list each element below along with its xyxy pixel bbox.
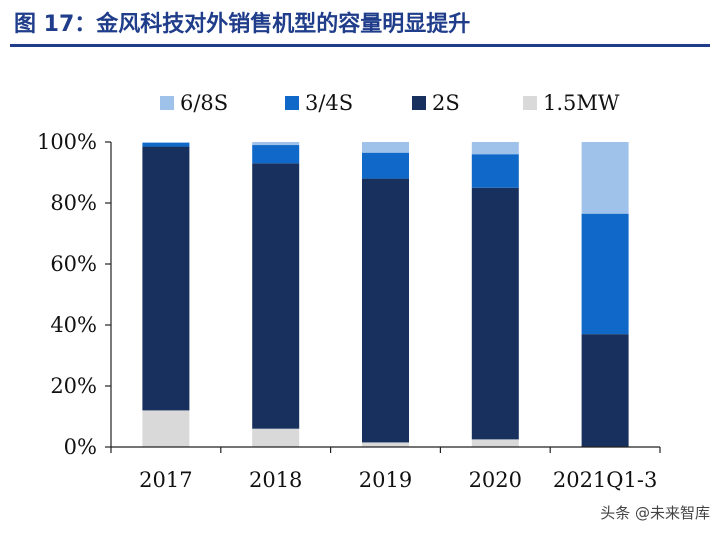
y-tick-label: 80% xyxy=(50,191,97,215)
y-tick-label: 0% xyxy=(64,435,97,459)
bar-2019-1-5mw xyxy=(362,442,409,447)
bar-2020-6-8s xyxy=(471,142,519,155)
bar-2020-1-5mw xyxy=(471,439,519,447)
legend-swatch-3-4s xyxy=(285,96,299,110)
x-tick-label: 2020 xyxy=(469,468,522,492)
figure-title: 图 17：金风科技对外销售机型的容量明显提升 xyxy=(14,12,471,37)
y-axis: 0% 20% 40% 60% 80% 100% xyxy=(37,130,112,459)
x-tick-label: 2021Q1-3 xyxy=(553,468,657,492)
title-rule xyxy=(10,44,710,47)
bar-2018-1-5mw xyxy=(252,428,300,447)
bar-2019-3-4s xyxy=(362,152,409,179)
bar-2021q1-3-6-8s xyxy=(581,142,629,214)
legend-label-1-5mw: 1.5MW xyxy=(543,91,620,115)
y-tick-label: 60% xyxy=(50,252,97,276)
legend-label-3-4s: 3/4S xyxy=(305,91,353,115)
bar-2018-6-8s xyxy=(252,142,300,146)
y-tick-label: 100% xyxy=(37,130,97,154)
bar-2017-6-8s xyxy=(142,142,190,143)
bar-2019-6-8s xyxy=(362,142,409,153)
bar-2020-3-4s xyxy=(471,154,519,188)
bar-2021q1-3-2s xyxy=(581,334,629,447)
bar-2017-2s xyxy=(142,146,190,411)
bar-2017-3-4s xyxy=(142,142,190,147)
bar-2018-2s xyxy=(252,163,300,429)
y-tick-label: 20% xyxy=(50,374,97,398)
x-tick-label: 2019 xyxy=(359,468,412,492)
legend-label-6-8s: 6/8S xyxy=(180,91,228,115)
x-axis: 2017 2018 2019 2020 2021Q1-3 xyxy=(110,446,661,492)
bar-2020-2s xyxy=(471,187,519,440)
legend-label-2s: 2S xyxy=(432,91,460,115)
legend-swatch-2s xyxy=(412,96,426,110)
x-tick-label: 2017 xyxy=(139,468,192,492)
y-tick-label: 40% xyxy=(50,313,97,337)
watermark: 头条 @未来智库 xyxy=(600,504,710,522)
bar-2021q1-3-3-4s xyxy=(581,213,629,335)
bar-2018-3-4s xyxy=(252,145,300,164)
bars xyxy=(142,142,629,447)
bar-2019-2s xyxy=(362,178,409,443)
x-tick-label: 2018 xyxy=(249,468,302,492)
legend-swatch-6-8s xyxy=(160,96,174,110)
legend-swatch-1-5mw xyxy=(523,96,537,110)
bar-2017-1-5mw xyxy=(142,410,190,447)
legend: 6/8S 3/4S 2S 1.5MW xyxy=(160,91,620,115)
